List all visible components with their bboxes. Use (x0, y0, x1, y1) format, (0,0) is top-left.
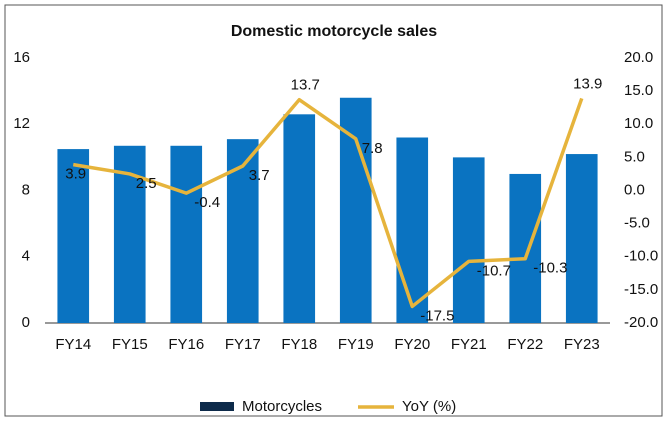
y-tick-label: 4 (22, 248, 30, 265)
y-tick-label: 16 (13, 49, 30, 66)
bar (565, 154, 598, 323)
y-tick-label: 8 (22, 181, 30, 198)
bar (339, 97, 372, 323)
data-label: -17.5 (420, 307, 454, 324)
data-label: -10.3 (533, 260, 567, 277)
x-tick-label: FY19 (338, 336, 374, 353)
data-label: -10.7 (477, 262, 511, 279)
bar (396, 137, 429, 323)
x-tick-label: FY22 (507, 336, 543, 353)
x-tick-label: FY21 (451, 336, 487, 353)
y-tick-label: 12 (13, 115, 30, 132)
x-tick-label: FY16 (168, 336, 204, 353)
x-tick-label: FY14 (55, 336, 91, 353)
data-label: 3.9 (65, 166, 86, 183)
legend-label: Motorcycles (242, 398, 322, 415)
y-tick-label: 0 (22, 314, 30, 331)
line (72, 97, 584, 309)
y2-tick-label: 5.0 (624, 148, 645, 165)
y2-tick-label: -20.0 (624, 314, 658, 331)
bar (283, 114, 316, 323)
frame (4, 4, 663, 417)
y2-tick-label: -15.0 (624, 281, 658, 298)
data-label: 13.7 (291, 77, 320, 94)
chart-title: Domestic motorcycle sales (231, 23, 437, 40)
legend-swatch (200, 402, 234, 411)
x-tick-label: FY18 (281, 336, 317, 353)
data-label: 7.8 (362, 140, 383, 157)
x-tick-label: FY15 (112, 336, 148, 353)
bar (452, 157, 485, 323)
data-label: 3.7 (249, 167, 270, 184)
bar (170, 145, 203, 323)
x-tick-label: FY17 (225, 336, 261, 353)
y2-tick-label: 15.0 (624, 82, 653, 99)
y2-tick-label: 0.0 (624, 181, 645, 198)
y2-tick-label: 20.0 (624, 49, 653, 66)
y2-tick-label: -5.0 (624, 215, 650, 232)
y2-tick-label: -10.0 (624, 248, 658, 265)
bar (57, 149, 90, 323)
data-label: 2.5 (136, 175, 157, 192)
bar (509, 173, 542, 323)
data-label: -0.4 (194, 194, 220, 211)
y2-tick-label: 10.0 (624, 115, 653, 132)
data-label: 13.9 (573, 75, 602, 92)
x-tick-label: FY20 (394, 336, 430, 353)
legend-label: YoY (%) (402, 398, 456, 415)
x-tick-label: FY23 (564, 336, 600, 353)
